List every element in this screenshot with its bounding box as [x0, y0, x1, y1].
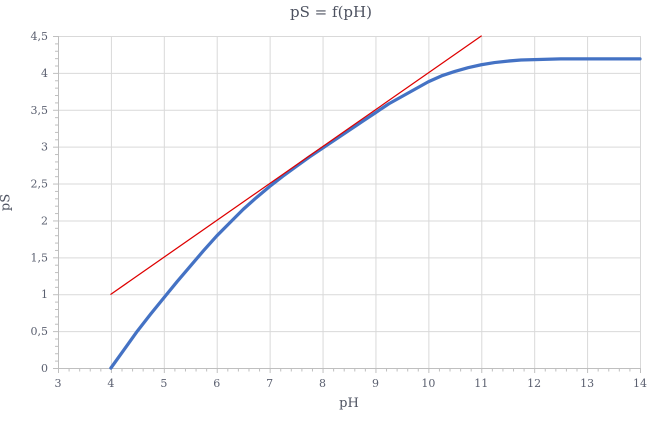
y-tick-label: 4: [41, 67, 48, 80]
axes: [58, 36, 640, 369]
y-tick-label: 3,5: [31, 104, 49, 117]
y-tick-label: 2,5: [31, 178, 49, 191]
x-tick-label: 7: [266, 377, 273, 390]
gridlines: [58, 36, 641, 368]
tick-labels: 0 0,5 1 1,5 2 2,5 3 3,5 4 4,5 3 4 5 6 7 8 9 10 11 12 13 14: [31, 30, 648, 390]
chart-title: pS = f(pH): [290, 3, 372, 21]
y-tick-label: 1: [41, 288, 48, 301]
tangent-line: [110, 35, 482, 295]
x-tick-label: 14: [633, 377, 647, 390]
y-tick-label: 3: [41, 141, 48, 154]
x-tick-label: 12: [527, 377, 541, 390]
x-tick-label: 13: [580, 377, 594, 390]
y-tick-label: 0,5: [31, 325, 49, 338]
tick-marks: [53, 36, 641, 373]
y-tick-label: 4,5: [31, 30, 49, 43]
x-axis-title: pH: [339, 396, 359, 411]
x-tick-label: 6: [213, 377, 220, 390]
x-tick-label: 8: [319, 377, 326, 390]
ps-curve-line: [109, 57, 642, 370]
x-tick-label: 3: [55, 377, 62, 390]
x-tick-label: 9: [372, 377, 379, 390]
y-tick-label: 0: [41, 362, 48, 375]
y-tick-label: 1,5: [31, 251, 49, 264]
x-tick-label: 5: [160, 377, 167, 390]
x-tick-label: 4: [107, 377, 114, 390]
x-tick-label: 10: [421, 377, 435, 390]
x-tick-label: 11: [474, 377, 488, 390]
y-tick-label: 2: [41, 214, 48, 227]
